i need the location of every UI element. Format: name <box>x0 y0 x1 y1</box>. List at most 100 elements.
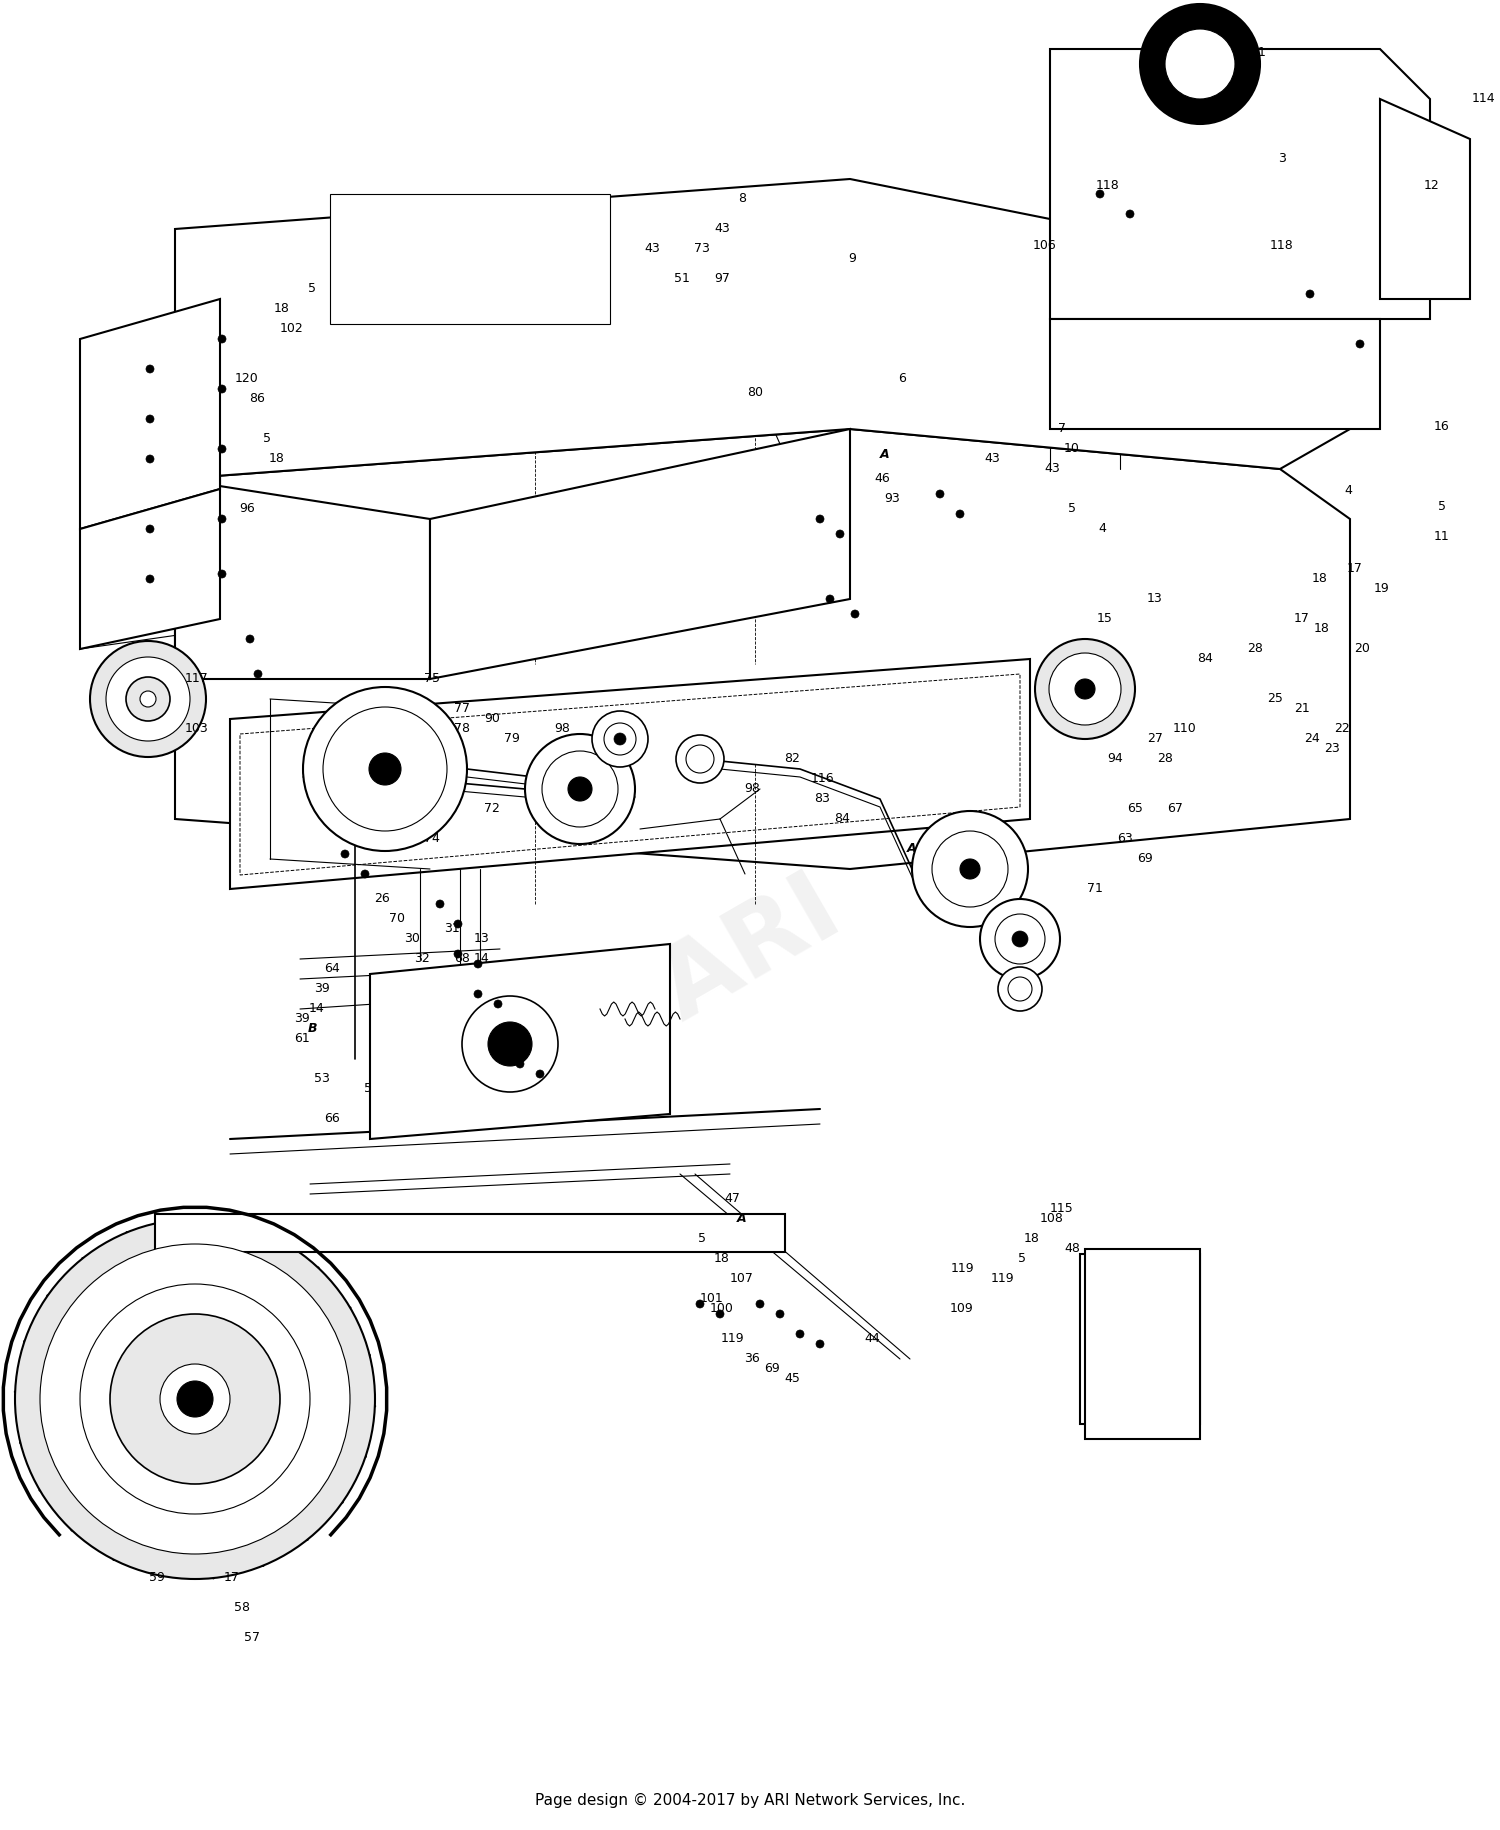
Text: 81: 81 <box>554 791 570 803</box>
Circle shape <box>1035 640 1136 739</box>
Text: 43: 43 <box>644 242 660 254</box>
Text: 70: 70 <box>388 911 405 924</box>
Circle shape <box>1306 291 1314 298</box>
Text: 115: 115 <box>1050 1200 1074 1213</box>
Text: 18: 18 <box>714 1252 730 1265</box>
Circle shape <box>362 871 369 878</box>
Text: 21: 21 <box>1294 701 1310 714</box>
Text: 62: 62 <box>424 791 439 803</box>
Text: 18: 18 <box>274 302 290 315</box>
Text: 8: 8 <box>738 192 746 205</box>
Text: 46: 46 <box>874 472 890 485</box>
Circle shape <box>15 1219 375 1579</box>
Text: 22: 22 <box>1334 721 1350 734</box>
Circle shape <box>254 670 262 679</box>
Text: 68: 68 <box>454 952 470 964</box>
Text: 11: 11 <box>1434 531 1450 544</box>
Text: 44: 44 <box>864 1330 880 1343</box>
Circle shape <box>106 657 190 741</box>
Text: A: A <box>908 842 916 855</box>
Text: 108: 108 <box>1040 1211 1064 1224</box>
Text: 16: 16 <box>1434 421 1450 434</box>
Text: 79: 79 <box>504 732 520 745</box>
Text: 109: 109 <box>950 1301 974 1314</box>
Text: 112: 112 <box>440 1082 464 1094</box>
Text: 12: 12 <box>1424 178 1440 192</box>
Text: 93: 93 <box>884 490 900 505</box>
Text: 59: 59 <box>148 1570 165 1583</box>
Text: 23: 23 <box>1324 741 1340 754</box>
Circle shape <box>827 597 834 604</box>
Circle shape <box>146 415 154 425</box>
Circle shape <box>496 1050 504 1058</box>
Polygon shape <box>176 430 1350 869</box>
Text: Page design © 2004-2017 by ARI Network Services, Inc.: Page design © 2004-2017 by ARI Network S… <box>536 1792 964 1806</box>
Text: 45: 45 <box>784 1371 800 1383</box>
Circle shape <box>816 1340 824 1349</box>
Text: 39: 39 <box>314 981 330 994</box>
Text: 51: 51 <box>484 1091 500 1103</box>
Text: 69: 69 <box>764 1362 780 1374</box>
Text: 18: 18 <box>268 452 285 465</box>
Text: 18: 18 <box>1024 1232 1039 1244</box>
Text: 58: 58 <box>234 1601 250 1614</box>
Text: 114: 114 <box>1472 92 1496 104</box>
Circle shape <box>696 1301 703 1308</box>
Text: 18: 18 <box>1314 620 1330 635</box>
Bar <box>1080 1254 1200 1424</box>
Text: 13: 13 <box>474 931 490 944</box>
Circle shape <box>816 516 824 523</box>
Text: 51: 51 <box>674 271 690 284</box>
Text: B: B <box>308 1021 316 1034</box>
Text: 39: 39 <box>294 1010 310 1025</box>
Text: 82: 82 <box>784 750 800 765</box>
Text: 20: 20 <box>1354 640 1370 653</box>
Text: 97: 97 <box>714 271 730 284</box>
Text: B: B <box>528 212 537 225</box>
Circle shape <box>796 1330 804 1338</box>
Text: 33: 33 <box>424 972 439 985</box>
Text: 117: 117 <box>184 672 209 684</box>
Text: 6: 6 <box>898 371 906 384</box>
Text: 28: 28 <box>1246 640 1263 653</box>
Text: 64: 64 <box>324 961 340 974</box>
Text: 5: 5 <box>1068 501 1076 514</box>
Polygon shape <box>430 430 850 679</box>
Circle shape <box>1356 340 1364 350</box>
Polygon shape <box>1084 1250 1200 1438</box>
Text: 118: 118 <box>1270 238 1294 251</box>
Circle shape <box>454 950 462 959</box>
Circle shape <box>912 811 1028 928</box>
Text: A: A <box>736 1211 747 1224</box>
Text: 110: 110 <box>1173 721 1197 734</box>
Text: 28: 28 <box>1156 750 1173 765</box>
Circle shape <box>146 576 154 584</box>
Text: 119: 119 <box>990 1270 1014 1285</box>
Circle shape <box>850 611 859 619</box>
Text: 83: 83 <box>584 761 600 774</box>
Polygon shape <box>1050 320 1380 430</box>
Text: 118: 118 <box>1096 178 1120 192</box>
Text: 76: 76 <box>384 701 400 714</box>
Text: 9: 9 <box>847 251 856 264</box>
Text: 7: 7 <box>1058 421 1066 434</box>
Text: 26: 26 <box>433 221 450 234</box>
Text: 24: 24 <box>1304 732 1320 745</box>
Circle shape <box>462 997 558 1093</box>
Text: 100: 100 <box>710 1301 734 1314</box>
Circle shape <box>494 1001 502 1008</box>
Text: 116: 116 <box>810 770 834 783</box>
Text: 17: 17 <box>1294 611 1310 624</box>
Text: 30: 30 <box>404 931 420 944</box>
Text: 27: 27 <box>1148 732 1162 745</box>
Text: 61: 61 <box>294 1030 310 1043</box>
Text: 29: 29 <box>494 981 510 994</box>
Polygon shape <box>1380 101 1470 300</box>
Circle shape <box>1166 29 1234 101</box>
Polygon shape <box>80 490 220 650</box>
Text: 55: 55 <box>564 1111 580 1124</box>
Text: 75: 75 <box>424 672 439 684</box>
Circle shape <box>40 1244 350 1554</box>
Text: 53: 53 <box>314 1071 330 1083</box>
Circle shape <box>474 961 482 968</box>
